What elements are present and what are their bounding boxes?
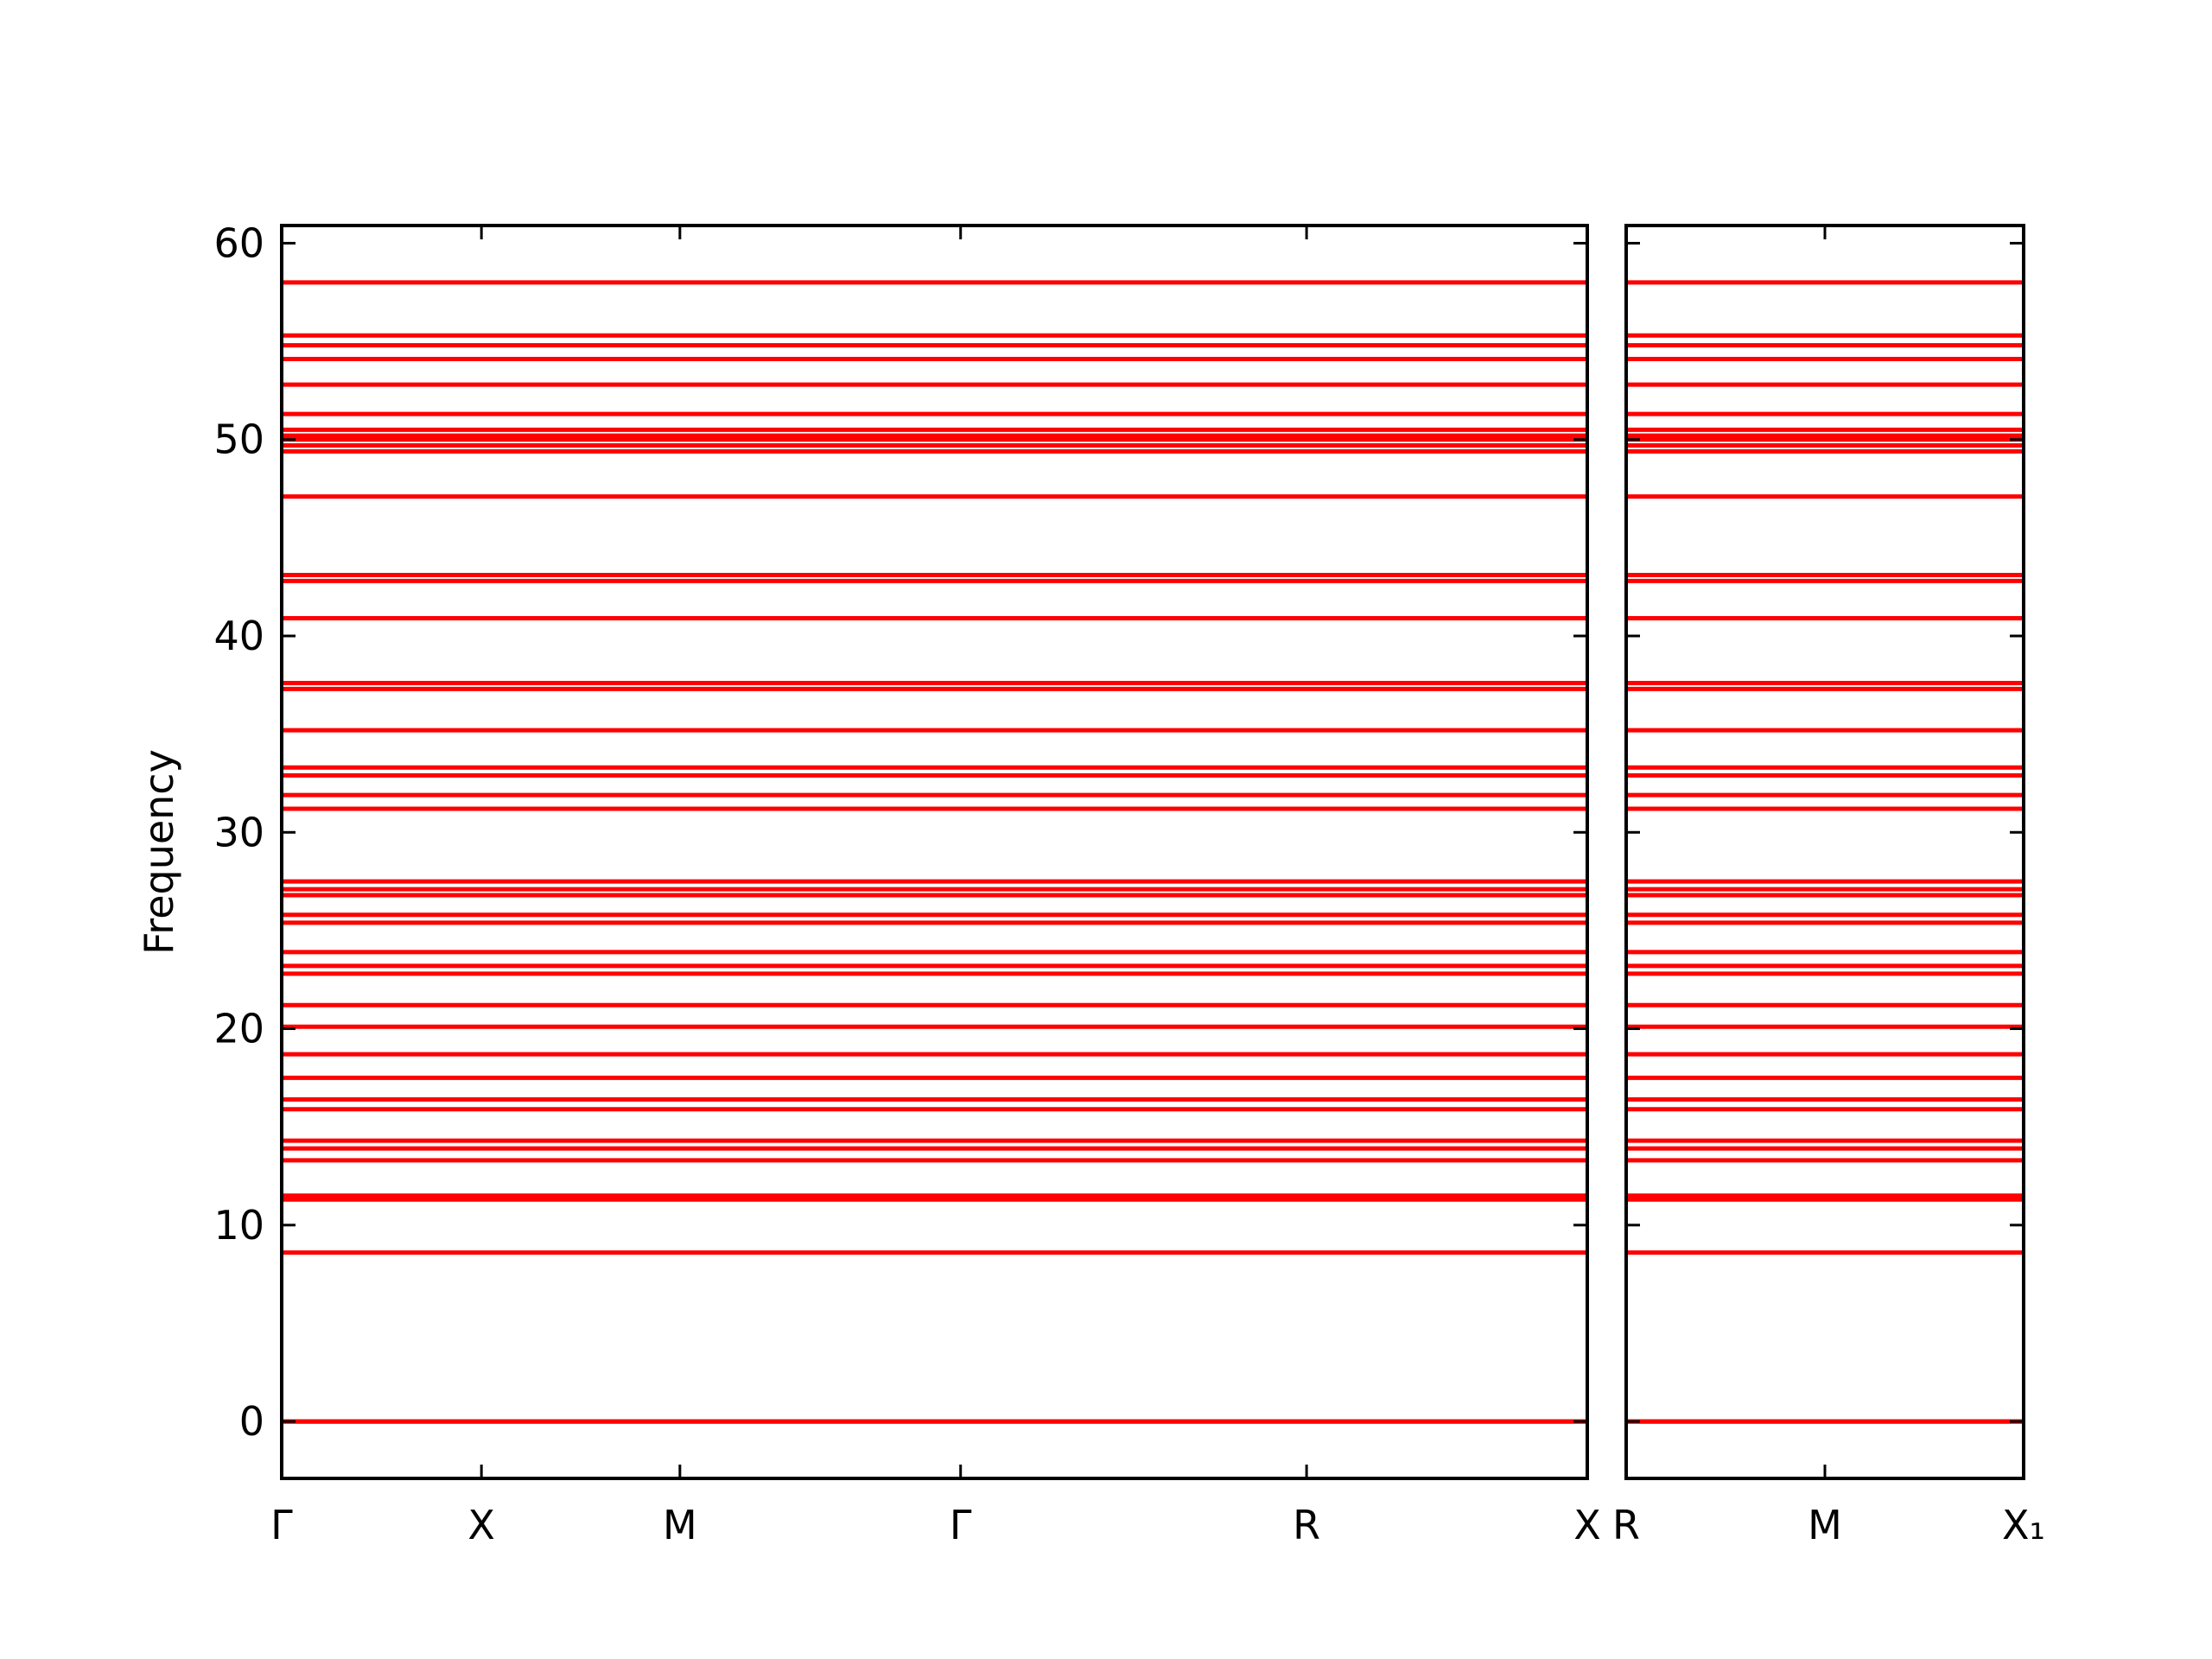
x-tick-label: M — [1808, 1502, 1842, 1548]
x-tick-label: Γ — [950, 1502, 972, 1548]
x-tick-label: X — [467, 1502, 495, 1548]
axes-frame — [1624, 224, 2025, 1480]
axes-frame — [280, 224, 1589, 1480]
y-tick-label: 30 — [213, 809, 264, 855]
x-tick-label: Γ — [270, 1502, 293, 1548]
y-tick-label: 40 — [213, 613, 264, 659]
y-tick-label: 50 — [213, 416, 264, 463]
x-tick-label: X — [1573, 1502, 1601, 1548]
x-tick-label: X₁ — [2002, 1502, 2045, 1548]
x-tick-label: R — [1293, 1502, 1320, 1548]
y-tick-label: 60 — [213, 219, 264, 266]
y-tick-label: 20 — [213, 1006, 264, 1052]
y-axis-label: Frequency — [136, 749, 182, 955]
x-tick-label: M — [663, 1502, 697, 1548]
y-tick-label: 10 — [213, 1202, 264, 1249]
x-tick-label: R — [1612, 1502, 1640, 1548]
y-tick-label: 0 — [239, 1398, 264, 1445]
